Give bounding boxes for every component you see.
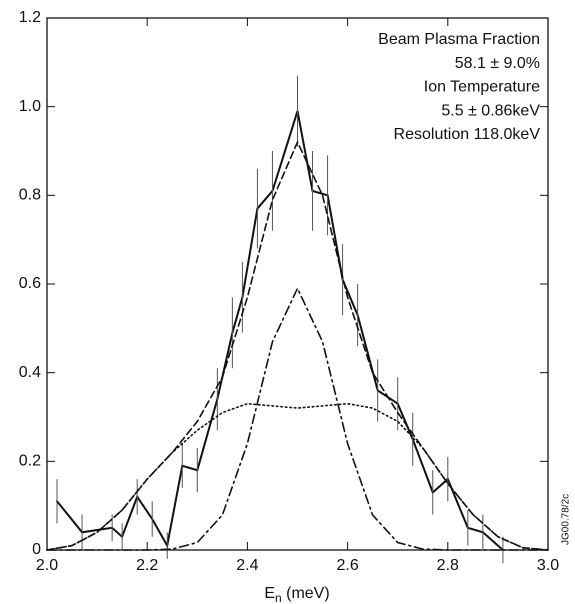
x-tick-label: 3.0	[537, 557, 559, 574]
x-label-unit: (meV)	[282, 585, 330, 602]
y-tick-label: 0.6	[19, 275, 41, 292]
series-line-solid	[56, 110, 504, 551]
side-label: JG00.78/2c	[561, 494, 572, 545]
y-tick-label: 0.2	[19, 453, 41, 470]
x-tick-label: 2.0	[36, 557, 58, 574]
x-tick-label: 2.2	[136, 557, 158, 574]
annotation: Ion Temperature	[424, 79, 540, 96]
y-tick-label: 1.2	[19, 9, 41, 26]
annotation: 58.1 ± 9.0%	[455, 55, 540, 72]
y-tick-label: 0.8	[19, 187, 41, 204]
x-tick-label: 2.4	[236, 557, 258, 574]
y-tick-label: 1.0	[19, 98, 41, 115]
series-line-dotted	[46, 402, 549, 551]
annotation: Resolution 118.0keV	[394, 126, 541, 143]
x-tick-label: 2.8	[437, 557, 459, 574]
x-axis-label: En (meV)	[264, 585, 329, 604]
y-tick-label: 0.4	[19, 364, 41, 381]
x-label-sub: n	[275, 591, 282, 604]
series-line-dashed	[46, 140, 549, 551]
annotation: Beam Plasma Fraction	[378, 31, 540, 48]
x-tick-label: 2.6	[336, 557, 358, 574]
annotation: 5.5 ± 0.86keV	[441, 102, 540, 119]
x-label-main: E	[264, 585, 275, 602]
series-line-dashdot	[46, 286, 549, 551]
y-tick-label: 0	[32, 541, 41, 558]
